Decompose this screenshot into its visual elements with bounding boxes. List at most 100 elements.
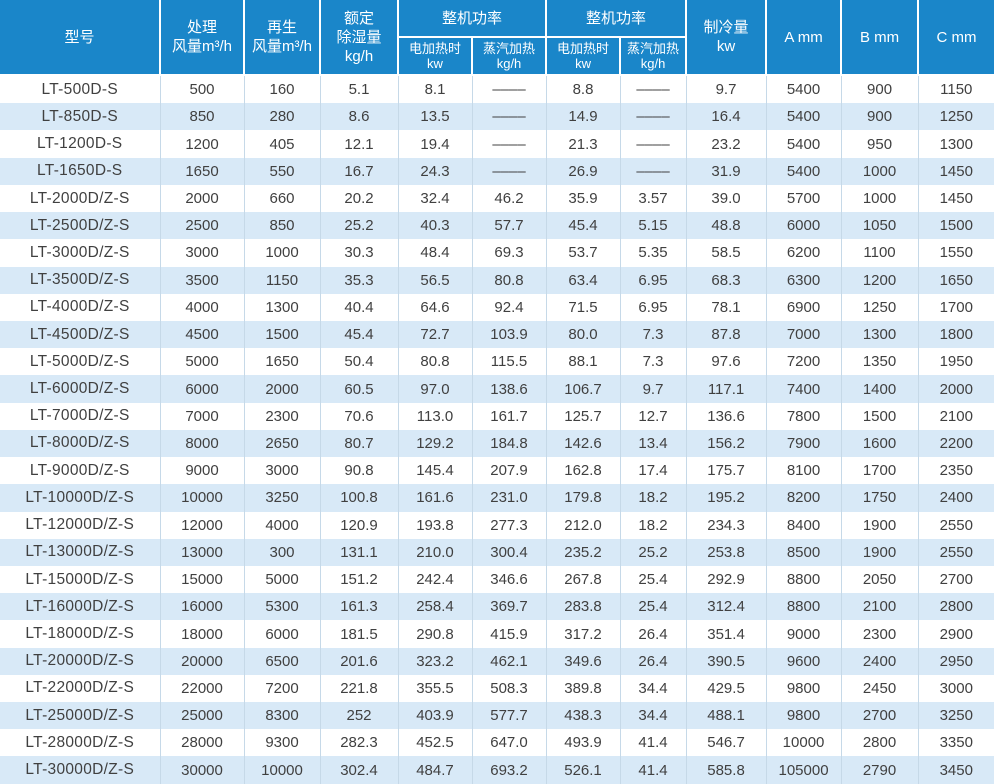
value-cell: 1500	[939, 217, 973, 235]
value-cell: 1300	[244, 293, 321, 321]
value-cell: 161.7	[472, 402, 547, 430]
value-cell: 3000	[244, 457, 321, 485]
value-cell: 78.1	[686, 293, 767, 321]
value-cell: 546.7	[686, 729, 767, 757]
value-cell: 5.35	[620, 239, 687, 267]
value-cell: 693.2	[472, 756, 547, 784]
value-cell: 8.8	[546, 75, 621, 104]
value-cell: 6900	[766, 293, 842, 321]
value-cell: 403.9	[398, 702, 473, 730]
value-cell: 18.2	[620, 484, 687, 512]
value-cell: 5.15	[620, 212, 687, 240]
model-cell: LT-16000D/Z-S	[0, 593, 161, 621]
value-cell: 1500	[244, 320, 321, 349]
value-cell: 207.9	[472, 457, 547, 485]
value-cell: 80.8	[472, 266, 547, 294]
value-cell: 162.8	[546, 457, 621, 485]
value-cell: 106.7	[546, 375, 621, 403]
model-cell: LT-9000D/Z-S	[0, 457, 161, 485]
value-cell: 16.4	[686, 103, 767, 131]
value-cell: 500	[160, 75, 245, 104]
value-cell: 35.3	[320, 266, 399, 294]
value-cell: 493.9	[546, 729, 621, 757]
value-cell: 64.6	[398, 293, 473, 321]
value-cell: 58.5	[686, 239, 767, 267]
value-cell: 9800	[766, 674, 842, 703]
model-cell: LT-12000D/Z-S	[0, 511, 161, 539]
value-cell: 4500	[160, 320, 245, 349]
value-cell: 34.4	[620, 702, 687, 730]
value-cell: 193.8	[398, 511, 473, 539]
model-cell: LT-2500D/Z-S	[0, 212, 161, 240]
value-cell: 280	[244, 103, 321, 131]
value-cell: 6200	[766, 239, 842, 267]
value-cell: 97.6	[686, 348, 767, 376]
table-row: LT-25000D/Z-S 25000 8300 252 403.9 577.7 438.3…	[0, 702, 994, 730]
value-cell: 210.0	[398, 538, 473, 566]
table-row: LT-22000D/Z-S 22000 7200 221.8 355.5 508.3 389…	[0, 674, 994, 703]
value-cell: 1150	[940, 81, 973, 99]
model-cell: LT-1200D-S	[0, 130, 161, 158]
header-steam-heat-1: 蒸汽加热 kg/h	[472, 37, 548, 76]
value-cell: 4000	[244, 511, 321, 539]
value-cell: 6.95	[620, 293, 687, 321]
value-cell: 10000	[244, 756, 321, 784]
value-cell: 8500	[766, 538, 842, 566]
value-cell: 117.1	[686, 375, 767, 403]
value-cell: 405	[244, 130, 321, 158]
value-cell: 30.3	[320, 239, 399, 267]
model-cell: LT-850D-S	[0, 103, 161, 131]
value-cell: 115.5	[472, 348, 547, 376]
value-cell: 100.8	[320, 484, 399, 512]
header-model: 型号	[0, 0, 161, 76]
model-cell: LT-3500D/Z-S	[0, 266, 161, 294]
value-cell: ––––	[620, 103, 687, 131]
table-row: LT-3500D/Z-S 3500 1150 35.3 56.5 80.8 63.4 6.95…	[0, 266, 994, 294]
value-cell: 7900	[766, 429, 842, 458]
value-cell: 1150	[244, 266, 321, 294]
value-cell: ––––	[620, 75, 687, 104]
value-cell: 9.7	[686, 75, 767, 104]
model-cell: LT-1650D-S	[0, 157, 161, 185]
value-cell: 300	[244, 538, 321, 566]
value-cell: 577.7	[472, 702, 547, 730]
value-cell: 2100	[939, 407, 973, 425]
value-cell: 2950	[939, 652, 973, 670]
table-body: LT-500D-S 500 160 5.1 8.1 –––– 8.8 –––– 9.7 5400 9…	[0, 75, 994, 784]
value-cell: 4000	[160, 293, 245, 321]
value-cell: ––––	[620, 157, 687, 185]
header-dim-c: C mm	[918, 0, 994, 76]
value-cell: 3250	[939, 707, 973, 725]
value-cell: 26.4	[620, 647, 687, 675]
value-cell: 2800	[841, 729, 919, 757]
value-cell: 48.8	[686, 212, 767, 240]
value-cell: ––––	[472, 103, 547, 131]
value-cell: 25.2	[620, 538, 687, 566]
value-cell: 1350	[841, 348, 919, 376]
value-cell: 17.4	[620, 457, 687, 485]
table-row: LT-16000D/Z-S 16000 5300 161.3 258.4 369.7 283…	[0, 593, 994, 621]
value-cell: 14.9	[546, 103, 621, 131]
value-cell: 24.3	[398, 157, 473, 185]
value-cell: 1000	[841, 157, 919, 185]
model-cell: LT-500D-S	[0, 75, 161, 104]
value-cell: 212.0	[546, 511, 621, 539]
value-cell: 10000	[160, 484, 245, 512]
value-cell: 25.4	[620, 593, 687, 621]
value-cell: 125.7	[546, 402, 621, 430]
value-cell: 7400	[766, 375, 842, 403]
value-cell: 2650	[244, 429, 321, 458]
value-cell: 1200	[160, 130, 245, 158]
value-cell: 2500	[160, 212, 245, 240]
value-cell: 68.3	[686, 266, 767, 294]
value-cell: 292.9	[686, 565, 767, 594]
value-cell: 8800	[766, 593, 842, 621]
value-cell: 13000	[160, 538, 245, 566]
model-cell: LT-8000D/Z-S	[0, 429, 161, 458]
value-cell: 151.2	[320, 565, 399, 594]
value-cell: 13.4	[620, 429, 687, 458]
value-cell: 31.9	[686, 157, 767, 185]
value-cell: 120.9	[320, 511, 399, 539]
model-cell: LT-6000D/Z-S	[0, 375, 161, 403]
table-header: 型号 处理 风量m³/h 再生 风量m³/h 额定 除湿量 kg/h 整机功率 …	[0, 0, 994, 76]
